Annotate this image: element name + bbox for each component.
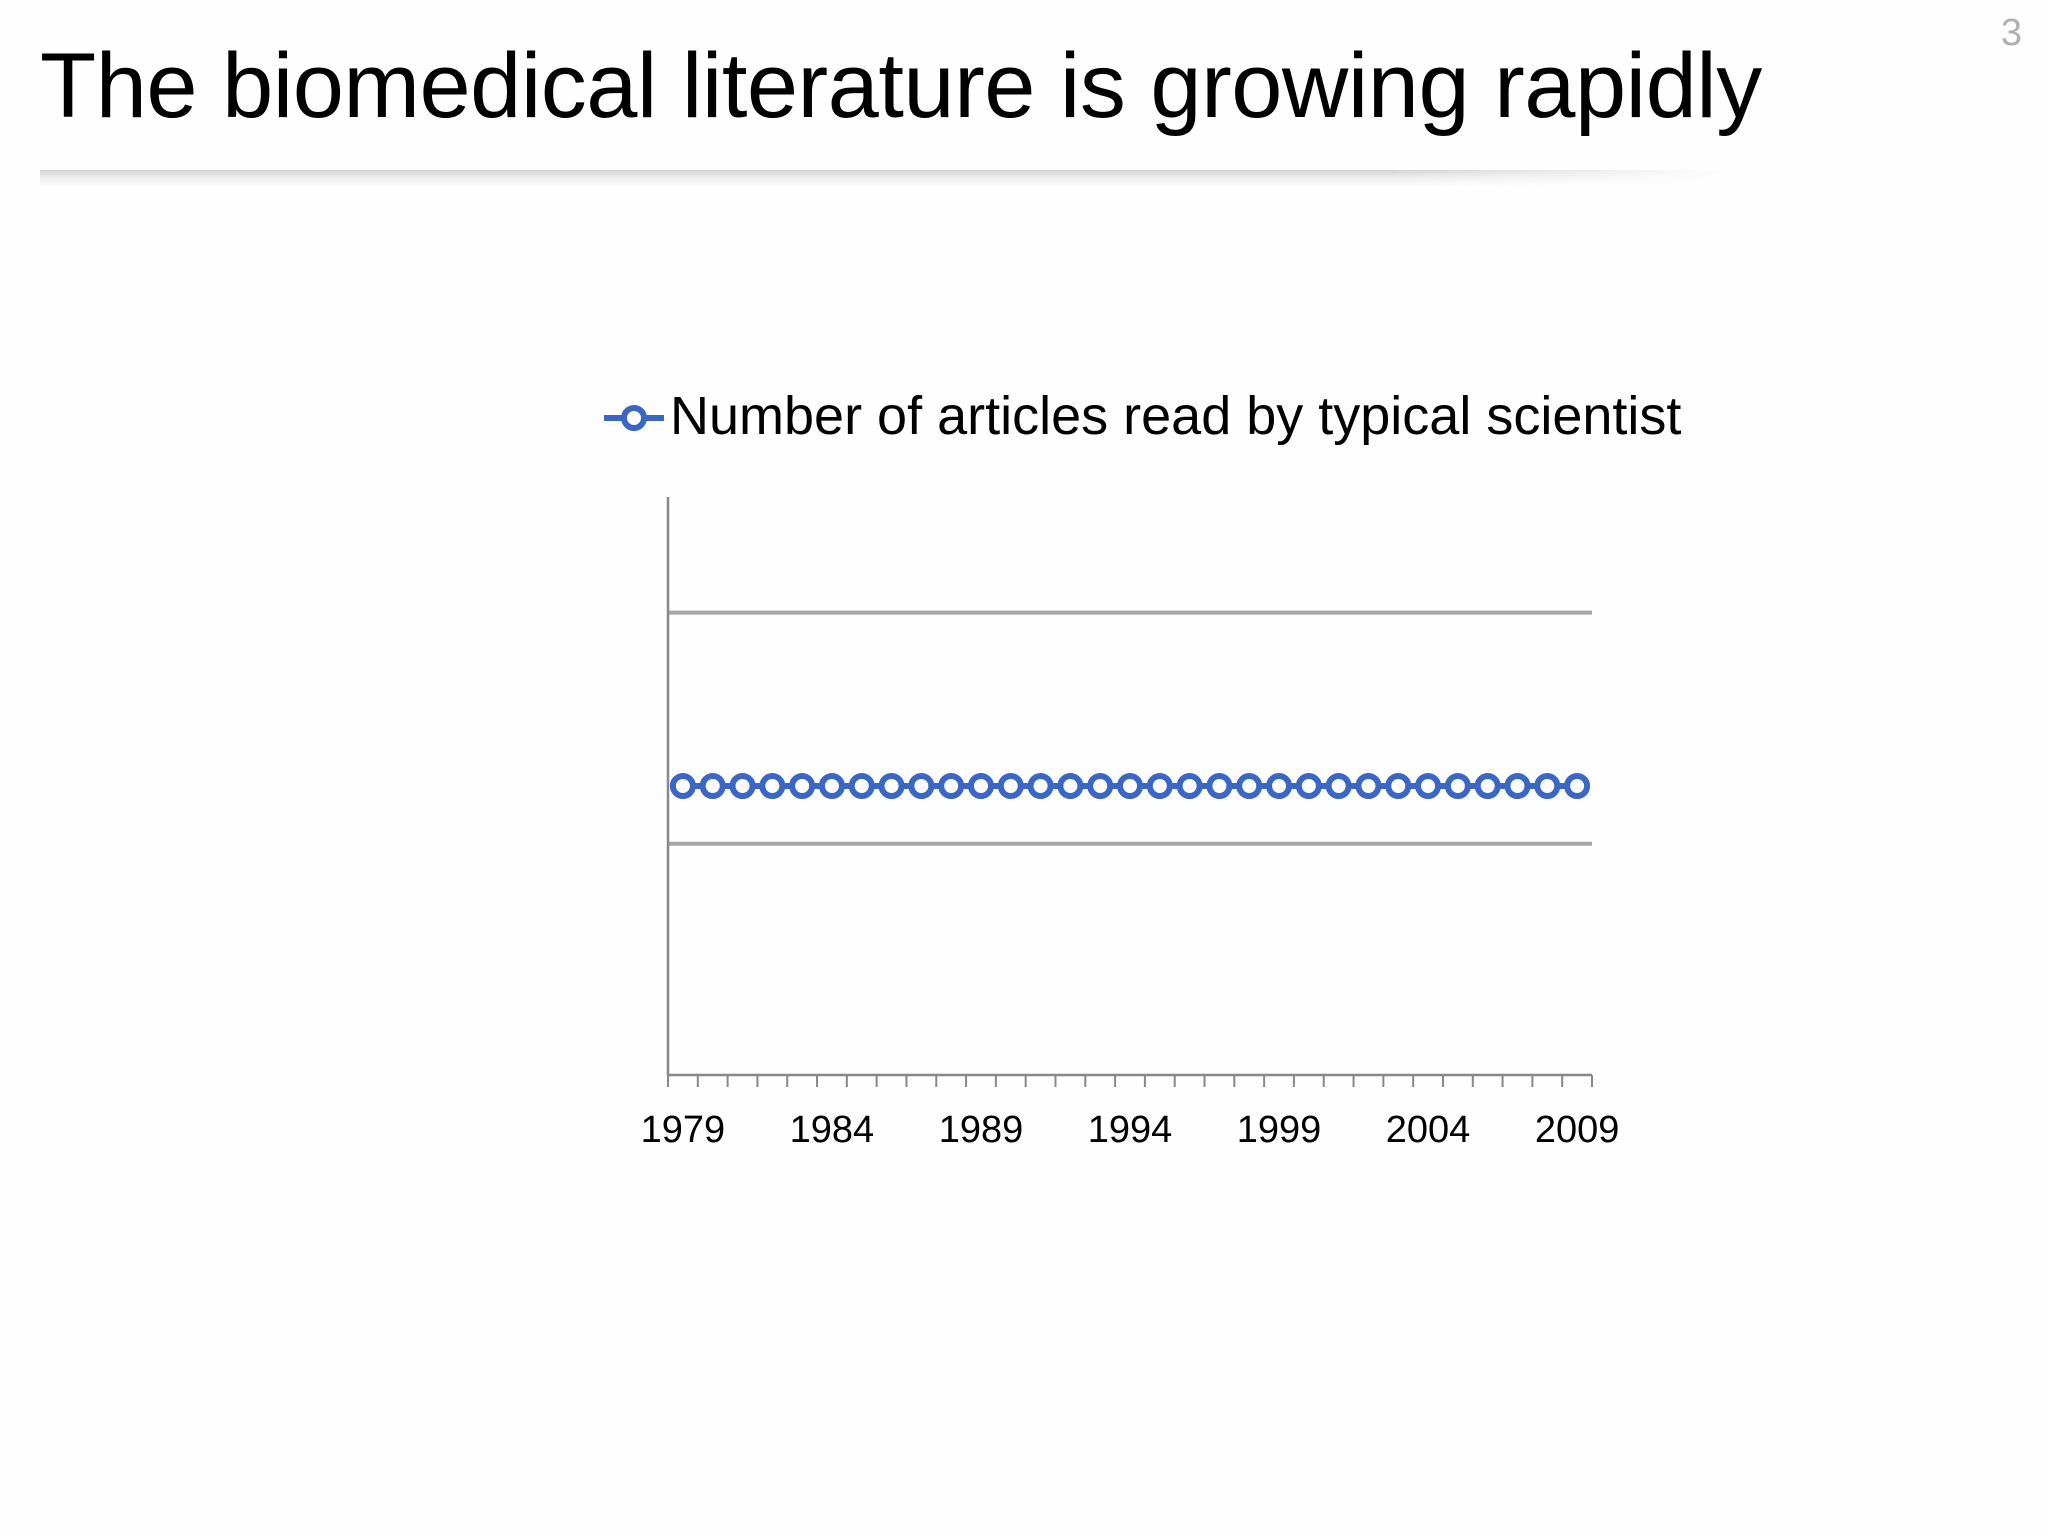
- series-group: [669, 773, 1591, 799]
- data-point: [699, 773, 726, 799]
- data-point: [789, 773, 816, 799]
- title-underline: [40, 170, 1730, 186]
- data-point: [1117, 773, 1143, 799]
- data-point: [1236, 773, 1263, 799]
- data-point: [997, 773, 1024, 799]
- x-tick-label: 1979: [641, 1109, 726, 1151]
- data-point: [908, 773, 935, 799]
- data-point: [669, 773, 696, 799]
- data-point: [1087, 773, 1114, 799]
- data-point: [1474, 773, 1501, 799]
- data-point: [1355, 773, 1382, 799]
- data-point: [1206, 773, 1233, 799]
- x-tick-label: 2004: [1386, 1109, 1471, 1151]
- data-point: [938, 773, 965, 799]
- data-point: [1057, 773, 1084, 799]
- data-point: [1415, 773, 1442, 799]
- data-point: [1027, 773, 1054, 799]
- legend-marker-swatch: [621, 405, 647, 431]
- data-point: [848, 773, 875, 799]
- data-point: [1146, 773, 1173, 799]
- slide-number: 3: [2000, 12, 2022, 54]
- data-point: [1564, 773, 1591, 799]
- x-tick-label: 1989: [939, 1109, 1024, 1151]
- axes: [666, 497, 1592, 1077]
- x-axis-ticks: [667, 1075, 1593, 1087]
- data-point: [759, 773, 786, 799]
- data-point: [1385, 773, 1412, 799]
- data-point: [878, 773, 905, 799]
- legend-label: Number of articles read by typical scien…: [670, 386, 1681, 446]
- data-point: [967, 773, 994, 799]
- data-point: [1504, 773, 1531, 799]
- x-axis-tick-labels: 1979 1984 1989 1994 1999 2004 2009: [641, 1109, 1620, 1151]
- data-point: [729, 773, 756, 799]
- data-point: [1176, 773, 1203, 799]
- data-point: [1266, 773, 1293, 799]
- data-point: [1325, 773, 1352, 799]
- data-point: [818, 773, 845, 799]
- x-tick-label: 1984: [790, 1109, 875, 1151]
- slide-title: The biomedical literature is growing rap…: [40, 35, 1762, 137]
- data-point: [1295, 773, 1322, 799]
- chart-legend: Number of articles read by typical scien…: [604, 386, 1681, 446]
- x-tick-label: 1994: [1088, 1109, 1173, 1151]
- data-point: [1534, 773, 1561, 799]
- x-tick-label: 1999: [1237, 1109, 1322, 1151]
- gridlines: [668, 610, 1592, 846]
- data-point: [1444, 773, 1471, 799]
- x-tick-label: 2009: [1535, 1109, 1620, 1151]
